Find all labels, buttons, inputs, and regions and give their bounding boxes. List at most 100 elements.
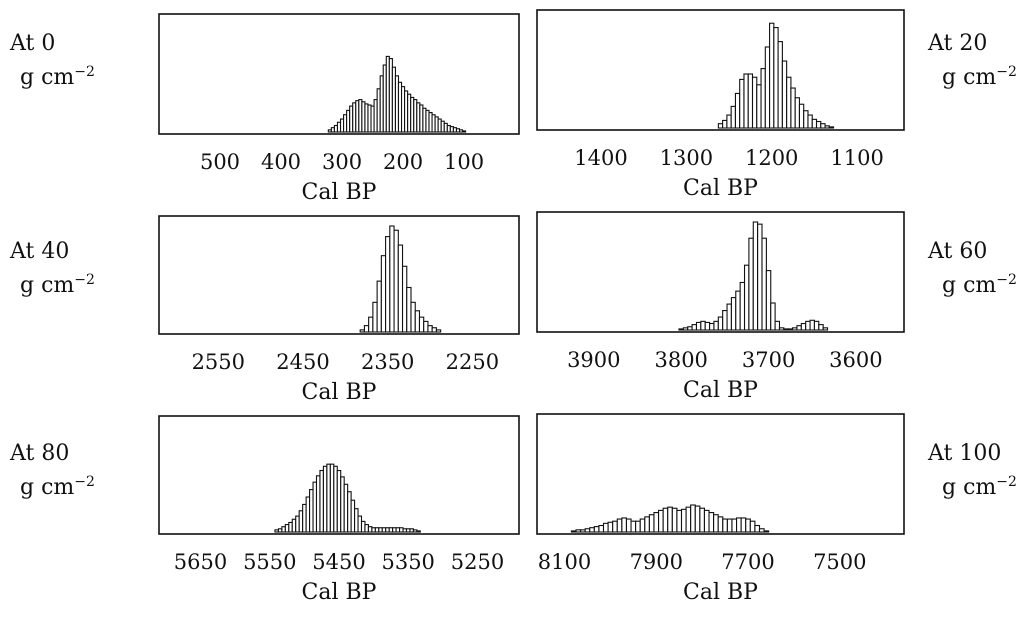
histogram-bar <box>773 27 779 129</box>
histogram-bar <box>756 84 762 129</box>
histogram-bar <box>730 297 737 331</box>
x-axis-label: Cal BP <box>302 580 377 605</box>
panel-label-top: At 80 <box>10 441 70 466</box>
x-tick-label: 300 <box>322 150 362 174</box>
histogram-bar <box>761 237 767 331</box>
histogram-bar <box>739 281 746 331</box>
histogram-bar <box>754 524 761 533</box>
panel-label-unit-line: g cm−2 <box>10 58 95 92</box>
histogram-bar <box>722 119 728 129</box>
plot-frame <box>158 215 520 335</box>
x-tick-label: 2450 <box>276 350 329 374</box>
plot-frame <box>536 413 905 535</box>
histogram-bar <box>676 509 683 533</box>
histogram-bar <box>580 529 586 533</box>
histogram-bar <box>406 286 412 333</box>
x-tick-label: 3600 <box>829 348 882 372</box>
panel-label-unit-line: g cm−2 <box>928 468 1017 502</box>
x-tick-label: 1300 <box>660 146 713 170</box>
histogram-bar <box>722 518 728 533</box>
histogram-bar <box>811 118 818 129</box>
chart-panel: 8100 7900 7700 7500 Cal BP <box>536 413 905 605</box>
plot-frame <box>536 211 905 333</box>
histogram-bar <box>783 328 789 331</box>
histogram-bar <box>662 507 669 533</box>
histogram-bar <box>736 517 742 533</box>
histogram-bar <box>805 320 811 331</box>
histogram-bar <box>621 517 628 533</box>
panel-label-at-40: At 40 g cm−2 <box>10 238 95 300</box>
x-tick-label: 3900 <box>567 348 620 372</box>
histogram-bar <box>763 530 770 533</box>
panel-label-exponent: −2 <box>996 272 1017 288</box>
histogram-bar <box>694 505 701 533</box>
chart-panel: 500 400 300 200 100 Cal BP <box>158 13 520 205</box>
x-axis-label: Cal BP <box>302 180 377 205</box>
histogram-bar <box>607 521 614 533</box>
histogram-bar <box>798 103 805 129</box>
histogram-bar <box>743 264 750 331</box>
histogram-bar <box>807 114 813 129</box>
histogram-bar <box>748 237 754 331</box>
histogram-bar <box>726 114 732 129</box>
histogram-bar <box>435 329 442 333</box>
histogram-bar <box>703 509 710 533</box>
panel-label-unit: g cm <box>20 273 75 298</box>
histogram-bar <box>667 506 673 533</box>
histogram-bar <box>800 322 807 331</box>
panel-label-top: At 40 <box>10 239 70 264</box>
histogram-bar <box>822 327 829 331</box>
histogram-bar <box>769 22 775 129</box>
histogram-bar <box>739 78 745 129</box>
panel-label-unit-line: g cm−2 <box>928 266 1017 300</box>
histogram-bar <box>752 221 759 331</box>
histogram-bar <box>639 518 646 533</box>
histogram-bar <box>770 302 776 331</box>
panel-label-unit: g cm <box>942 65 997 90</box>
x-axis-label: Cal BP <box>302 380 377 405</box>
histogram-bar <box>734 92 741 129</box>
panel-label-exponent: −2 <box>996 474 1017 490</box>
histogram-bar <box>747 73 754 129</box>
histogram-bar <box>372 301 378 333</box>
x-tick-label: 2550 <box>192 350 245 374</box>
plot-frame <box>158 13 520 135</box>
histogram-bar <box>570 530 577 533</box>
histogram-bar <box>653 512 660 533</box>
x-tick-label: 5250 <box>451 550 504 574</box>
panel-label-top: At 100 <box>928 441 1002 466</box>
x-tick-label: 1100 <box>830 146 883 170</box>
histogram-bar <box>612 520 618 533</box>
histogram-bar <box>787 328 794 331</box>
histogram-bar <box>418 316 425 333</box>
x-tick-label: 2250 <box>446 350 499 374</box>
histogram-bar <box>380 255 387 333</box>
x-axis-label: Cal BP <box>683 176 758 201</box>
histogram-bar <box>682 327 689 331</box>
histogram-bar <box>678 328 684 331</box>
x-tick-label: 200 <box>383 150 423 174</box>
histogram-bar <box>389 225 395 333</box>
histogram-bar <box>717 316 724 331</box>
histogram-bar <box>584 528 591 533</box>
histogram-bar <box>691 324 698 331</box>
histogram-bar <box>757 223 763 331</box>
x-tick-label: 100 <box>444 150 484 174</box>
histogram-bar <box>708 512 715 533</box>
histogram-bar <box>792 327 798 331</box>
histogram-bar <box>774 320 781 331</box>
x-tick-label: 7700 <box>721 550 774 574</box>
panel-label-unit-line: g cm−2 <box>928 58 1017 92</box>
histogram-bar <box>803 110 809 129</box>
histogram-bar <box>616 518 623 533</box>
panel-label-top: At 0 <box>10 31 56 56</box>
histogram-bar <box>740 517 747 533</box>
histogram-bar <box>722 310 728 331</box>
plot-frame <box>536 9 905 131</box>
histogram-bar <box>630 520 637 533</box>
panel-label-unit-line: g cm−2 <box>10 468 95 502</box>
x-tick-label: 3800 <box>654 348 707 372</box>
histogram-bar <box>635 520 641 533</box>
chart-panel: 5650 5550 5450 5350 5250 Cal BP <box>158 415 520 605</box>
panel-label-unit: g cm <box>20 475 75 500</box>
